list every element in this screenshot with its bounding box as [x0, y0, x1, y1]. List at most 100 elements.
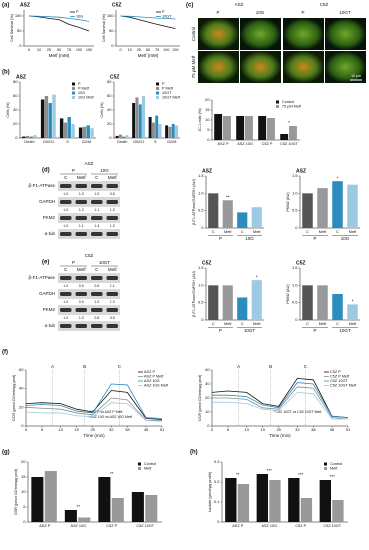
legend-label: P	[78, 82, 81, 86]
line	[212, 382, 349, 418]
legend-swatch	[156, 96, 159, 99]
bar	[256, 474, 268, 522]
band-ratio: 1.0	[63, 284, 68, 288]
panel-label: (b)	[2, 70, 10, 76]
x-axis-label: Metf (mM)	[138, 53, 159, 58]
band-ratio: 1.0	[63, 316, 68, 320]
y-tick-label: 20	[107, 121, 112, 126]
lane-label: Metf	[77, 267, 87, 272]
bar	[302, 285, 313, 320]
bar	[223, 116, 231, 140]
bar	[347, 184, 358, 228]
bar	[145, 495, 158, 522]
x-axis-label: Time (min)	[83, 433, 105, 438]
band-ratio: 1.0	[110, 300, 115, 304]
x-tick-label: C	[306, 230, 309, 234]
bar	[78, 517, 91, 522]
y-tick-label: 1.0	[198, 190, 204, 195]
bar	[237, 212, 248, 228]
legend-swatch	[72, 91, 75, 95]
y-tick-label: 100	[107, 13, 114, 18]
bar	[289, 126, 297, 140]
blot-image	[58, 213, 120, 223]
bar	[175, 125, 179, 138]
micrograph	[240, 51, 281, 83]
bar	[332, 294, 343, 320]
bar	[25, 135, 30, 138]
y-tick-label: 0	[19, 43, 22, 48]
bar	[222, 285, 233, 320]
x-tick-label: Metf	[319, 230, 327, 234]
y-axis-label: β-F1-ATPase/GAPDH (AU)	[192, 270, 196, 317]
legend-swatch	[72, 87, 75, 90]
y-tick-label: 0	[207, 137, 210, 142]
y-tick-label: 50	[17, 28, 22, 33]
x-tick-label: 32	[295, 427, 300, 432]
x-tick-label: 150	[86, 48, 92, 52]
y-tick-label: 0	[109, 135, 112, 140]
bar	[208, 285, 219, 320]
column-label: P	[216, 10, 219, 15]
legend-label: Control	[144, 462, 156, 466]
column-label: 10G	[256, 10, 265, 15]
band-ratio: 0.5	[110, 316, 115, 320]
x-tick-label: C5Z P	[106, 524, 117, 528]
y-tick-label: 0.2	[214, 479, 220, 484]
bar	[236, 116, 245, 140]
x-tick-label: 13	[244, 427, 249, 432]
x-tick-label: 0	[25, 427, 28, 432]
bar	[280, 134, 289, 140]
x-tick-label: ASZ P	[232, 524, 243, 528]
bar	[317, 188, 328, 228]
note: * ASZ P vs ASZ P Metf	[87, 410, 122, 414]
bar	[44, 96, 49, 138]
bar	[40, 99, 45, 138]
y-tick-label: 10	[21, 489, 26, 494]
y-tick-label: 40	[107, 107, 112, 112]
bar	[21, 136, 26, 138]
blot-image	[58, 321, 120, 331]
column-label: P	[301, 10, 304, 15]
x-tick-label: G0/G1	[43, 140, 54, 144]
x-tick-label: Metf	[224, 230, 232, 234]
injection-label: C	[118, 364, 122, 369]
y-tick-label: 60	[107, 93, 112, 98]
bar	[132, 103, 136, 138]
line	[28, 15, 90, 32]
bar	[258, 116, 267, 140]
bar	[148, 117, 152, 138]
bar	[208, 193, 219, 228]
lane-label: Metf	[108, 175, 118, 180]
x-tick-label: 25	[276, 427, 281, 432]
row-label: Control	[191, 27, 196, 42]
blot-row-label: GAPDH	[39, 199, 55, 204]
y-tick-label: 0.5	[292, 208, 298, 213]
bar	[302, 193, 313, 228]
group-label: P	[313, 328, 316, 333]
column-label: 10GT	[339, 10, 351, 15]
blot-band	[60, 184, 72, 188]
band-ratio: 1.2	[110, 208, 115, 212]
x-tick-label: 25	[47, 48, 51, 52]
row-label: 75 µM Metf	[191, 55, 196, 78]
legend-label: ASZ 10G Metf	[144, 384, 169, 388]
legend-label: 75 µM Metf	[282, 105, 302, 109]
bar	[29, 136, 33, 138]
x-tick-label: G0/G1	[133, 140, 144, 144]
chart-title: C5Z	[112, 2, 121, 8]
y-tick-label: 50	[109, 28, 114, 33]
blot-image	[58, 305, 120, 315]
blot-row-label: GAPDH	[39, 291, 55, 296]
band-ratio: 1.1	[79, 224, 84, 228]
y-tick-label: 0	[295, 225, 298, 230]
legend-label: C5Z 10GT Metf	[330, 384, 357, 388]
significance: *	[337, 175, 339, 180]
blot-group: 10GT	[99, 260, 111, 265]
chart-title: C5Z	[296, 260, 305, 266]
x-axis-label: Metf (mM)	[49, 53, 70, 58]
blot-band	[106, 324, 118, 328]
micrograph	[198, 51, 239, 83]
x-tick-label: C	[241, 230, 244, 234]
panel-label: (a)	[2, 3, 9, 9]
line	[211, 377, 349, 418]
